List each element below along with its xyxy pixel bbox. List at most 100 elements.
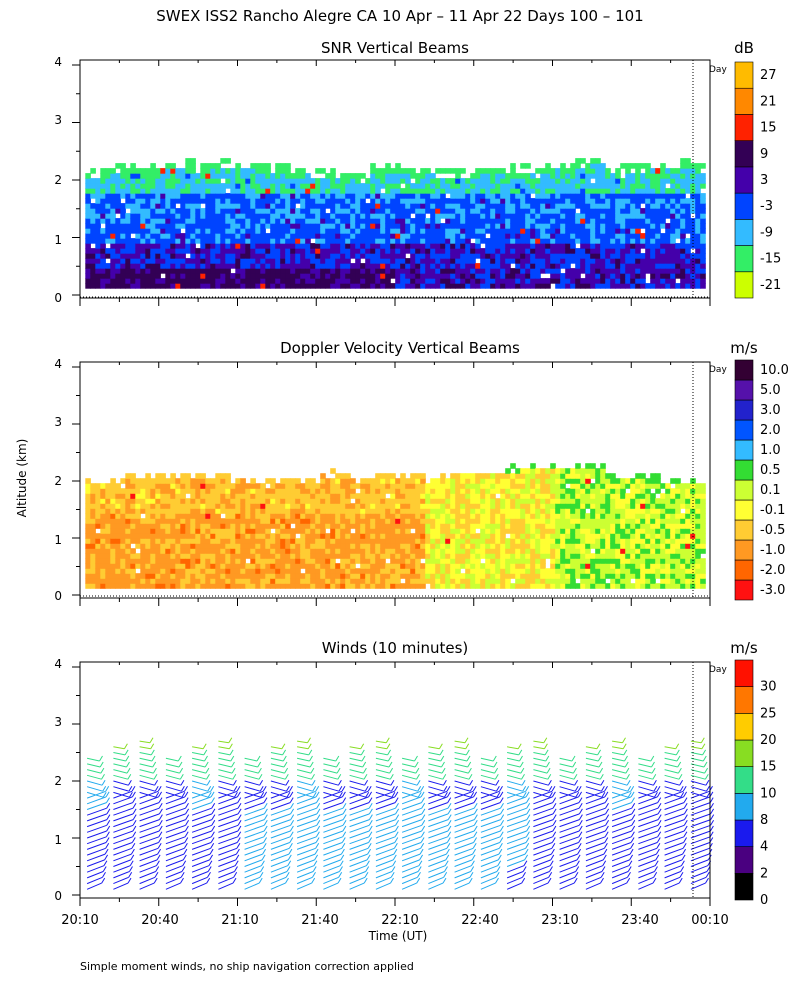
- heatmap-cell: [325, 223, 331, 229]
- heatmap-cell: [360, 223, 366, 229]
- heatmap-cell: [450, 223, 456, 229]
- heatmap-cell: [350, 583, 356, 589]
- heatmap-cell: [410, 503, 416, 509]
- heatmap-cell: [210, 173, 216, 179]
- heatmap-cell: [130, 573, 136, 579]
- heatmap-cell: [210, 248, 216, 254]
- heatmap-cell: [270, 233, 276, 239]
- heatmap-cell: [495, 263, 501, 269]
- heatmap-cell: [365, 218, 371, 224]
- heatmap-cell: [305, 268, 311, 274]
- heatmap-cell: [435, 478, 441, 484]
- heatmap-cell: [275, 268, 281, 274]
- heatmap-cell: [465, 488, 471, 494]
- heatmap-cell: [345, 193, 351, 199]
- heatmap-cell: [585, 223, 591, 229]
- heatmap-cell: [660, 188, 666, 194]
- heatmap-cell: [165, 208, 171, 214]
- heatmap-cell: [325, 578, 331, 584]
- heatmap-cell: [395, 513, 401, 519]
- heatmap-cell: [140, 218, 146, 224]
- heatmap-cell: [270, 553, 276, 559]
- heatmap-cell: [225, 523, 231, 529]
- heatmap-cell: [85, 513, 91, 519]
- heatmap-cell: [410, 268, 416, 274]
- heatmap-cell: [550, 173, 556, 179]
- heatmap-cell: [495, 258, 501, 264]
- heatmap-cell: [160, 498, 166, 504]
- heatmap-cell: [580, 228, 586, 234]
- heatmap-cell: [220, 278, 226, 284]
- heatmap-cell: [285, 183, 291, 189]
- heatmap-cell: [360, 238, 366, 244]
- heatmap-cell: [100, 568, 106, 574]
- heatmap-cell: [150, 208, 156, 214]
- heatmap-cell: [375, 573, 381, 579]
- heatmap-cell: [145, 243, 151, 249]
- heatmap-cell: [525, 268, 531, 274]
- heatmap-cell: [390, 568, 396, 574]
- heatmap-cell: [500, 533, 506, 539]
- heatmap-cell: [340, 208, 346, 214]
- heatmap-cell: [130, 258, 136, 264]
- heatmap-cell: [470, 208, 476, 214]
- heatmap-cell: [285, 238, 291, 244]
- heatmap-cell: [350, 208, 356, 214]
- heatmap-cell: [455, 168, 461, 174]
- heatmap-cell: [265, 168, 271, 174]
- heatmap-cell: [530, 488, 536, 494]
- heatmap-cell: [570, 198, 576, 204]
- heatmap-cell: [685, 163, 691, 169]
- heatmap-cell: [330, 213, 336, 219]
- heatmap-cell: [215, 518, 221, 524]
- heatmap-cell: [265, 223, 271, 229]
- heatmap-cell: [345, 233, 351, 239]
- heatmap-cell: [365, 493, 371, 499]
- heatmap-cell: [465, 498, 471, 504]
- heatmap-cell: [395, 538, 401, 544]
- heatmap-cell: [160, 233, 166, 239]
- heatmap-cell: [230, 513, 236, 519]
- heatmap-cell: [315, 198, 321, 204]
- heatmap-cell: [650, 238, 656, 244]
- heatmap-cell: [500, 553, 506, 559]
- heatmap-cell: [355, 543, 361, 549]
- heatmap-cell: [145, 488, 151, 494]
- heatmap-cell: [235, 568, 241, 574]
- heatmap-cell: [90, 213, 96, 219]
- heatmap-cell: [245, 528, 251, 534]
- heatmap-cell: [405, 173, 411, 179]
- heatmap-cell: [275, 188, 281, 194]
- heatmap-cell: [135, 563, 141, 569]
- heatmap-cell: [380, 518, 386, 524]
- heatmap-cell: [380, 533, 386, 539]
- heatmap-cell: [205, 518, 211, 524]
- heatmap-cell: [110, 553, 116, 559]
- heatmap-cell: [375, 253, 381, 259]
- heatmap-cell: [330, 558, 336, 564]
- heatmap-cell: [480, 273, 486, 279]
- heatmap-cell: [565, 233, 571, 239]
- heatmap-cell: [120, 203, 126, 209]
- heatmap-cell: [375, 203, 381, 209]
- heatmap-cell: [195, 263, 201, 269]
- heatmap-cell: [285, 548, 291, 554]
- heatmap-cell: [285, 208, 291, 214]
- heatmap-cell: [275, 493, 281, 499]
- heatmap-cell: [150, 163, 156, 169]
- heatmap-cell: [595, 198, 601, 204]
- heatmap-cell: [220, 573, 226, 579]
- heatmap-cell: [380, 573, 386, 579]
- heatmap-cell: [300, 548, 306, 554]
- heatmap-cell: [150, 533, 156, 539]
- heatmap-cell: [430, 208, 436, 214]
- heatmap-cell: [180, 563, 186, 569]
- heatmap-cell: [210, 488, 216, 494]
- heatmap-cell: [175, 523, 181, 529]
- heatmap-cell: [390, 188, 396, 194]
- heatmap-cell: [200, 193, 206, 199]
- heatmap-cell: [150, 263, 156, 269]
- heatmap-cell: [160, 198, 166, 204]
- heatmap-cell: [205, 193, 211, 199]
- heatmap-cell: [90, 503, 96, 509]
